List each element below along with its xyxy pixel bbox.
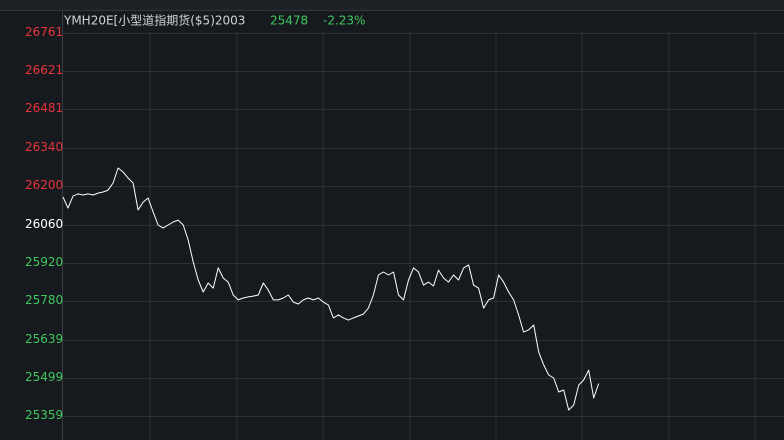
y-tick-label: 25499 bbox=[25, 370, 63, 384]
y-tick-label: 26200 bbox=[25, 178, 63, 192]
change-percent: -2.23% bbox=[323, 14, 365, 28]
y-tick-label: 25920 bbox=[25, 255, 63, 269]
y-tick-label: 25639 bbox=[25, 332, 63, 346]
y-tick-label: 25359 bbox=[25, 408, 63, 422]
top-bar bbox=[0, 0, 784, 10]
last-price: 25478 bbox=[270, 14, 308, 28]
chart-title: YMH20E[小型道指期货($5)2003 bbox=[63, 13, 245, 28]
y-tick-label: 26340 bbox=[25, 140, 63, 154]
y-tick-label: 26621 bbox=[25, 63, 63, 77]
y-tick-label: 26761 bbox=[25, 25, 63, 39]
y-tick-label: 26060 bbox=[25, 217, 63, 231]
vertical-grid bbox=[149, 32, 756, 440]
y-tick-label: 25780 bbox=[25, 293, 63, 307]
y-tick-label: 26481 bbox=[25, 101, 63, 115]
price-line bbox=[62, 167, 600, 411]
